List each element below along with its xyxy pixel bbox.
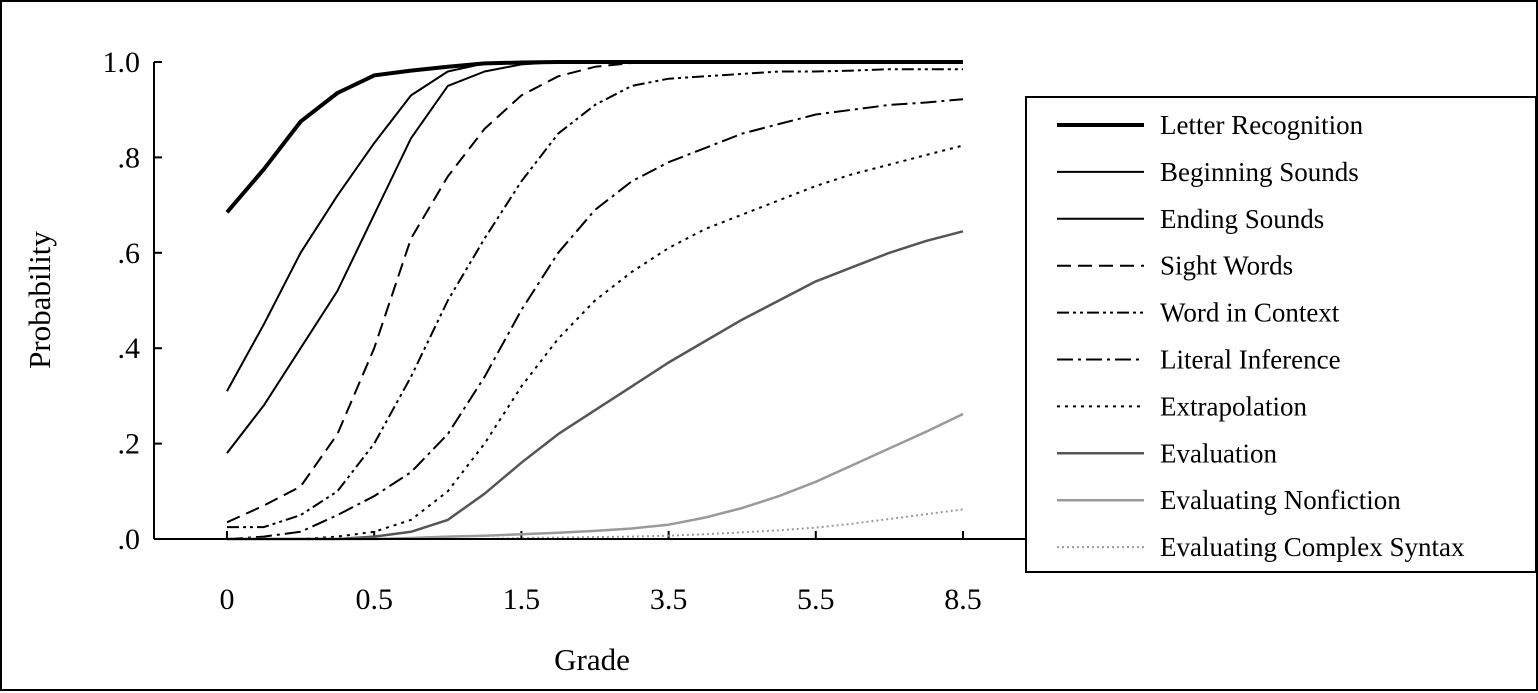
series-line-sight-words <box>226 61 963 524</box>
legend-label-literal-inference: Literal Inference <box>1160 345 1341 375</box>
legend-label-extrapolation: Extrapolation <box>1160 391 1307 421</box>
legend-label-evaluating-complex-syntax: Evaluating Complex Syntax <box>1160 532 1465 562</box>
legend-label-evaluating-nonfiction: Evaluating Nonfiction <box>1160 485 1401 515</box>
y-tick-label: .2 <box>118 428 141 461</box>
series-line-literal-inference <box>226 98 964 540</box>
x-axis-title: Grade <box>554 642 630 677</box>
legend-label-word-in-context: Word in Context <box>1160 298 1340 328</box>
legend: Letter Recognition Beginning Sounds Ending… <box>1025 96 1537 573</box>
series-line-word-in-context <box>227 68 963 529</box>
x-axis-ticks: 0 0.5 1.5 3.5 5.5 8.5 <box>220 531 982 616</box>
x-tick-label: 1.5 <box>503 583 541 616</box>
legend-label-beginning-sounds: Beginning Sounds <box>1160 157 1359 187</box>
x-tick-label: 5.5 <box>797 583 835 616</box>
series-lines <box>225 60 964 541</box>
x-tick-label: 0 <box>220 583 235 616</box>
series-line-evaluation <box>227 230 964 541</box>
y-axis-title: Probability <box>22 231 57 369</box>
legend-label-ending-sounds: Ending Sounds <box>1160 204 1324 234</box>
series-line-letter-recognition <box>225 60 963 214</box>
x-tick-label: 0.5 <box>355 583 393 616</box>
x-tick-label: 8.5 <box>944 583 982 616</box>
y-tick-label: .8 <box>118 141 141 174</box>
series-line-extrapolation <box>227 144 964 540</box>
y-tick-label: .4 <box>118 332 141 365</box>
y-tick-label: 1.0 <box>103 46 141 79</box>
y-tick-label: .6 <box>118 237 141 270</box>
series-line-evaluating-complex-syntax <box>227 508 964 540</box>
x-tick-label: 3.5 <box>650 583 688 616</box>
legend-label-evaluation: Evaluation <box>1160 438 1277 468</box>
y-axis-ticks: .0 .2 .4 .6 .8 1.0 <box>103 46 162 556</box>
legend-label-sight-words: Sight Words <box>1160 251 1293 281</box>
series-line-beginning-sounds <box>226 61 963 392</box>
legend-label-letter-recognition: Letter Recognition <box>1160 110 1364 140</box>
y-tick-label: .0 <box>118 523 141 556</box>
legend-box <box>1025 96 1537 573</box>
series-line-ending-sounds <box>226 61 963 454</box>
